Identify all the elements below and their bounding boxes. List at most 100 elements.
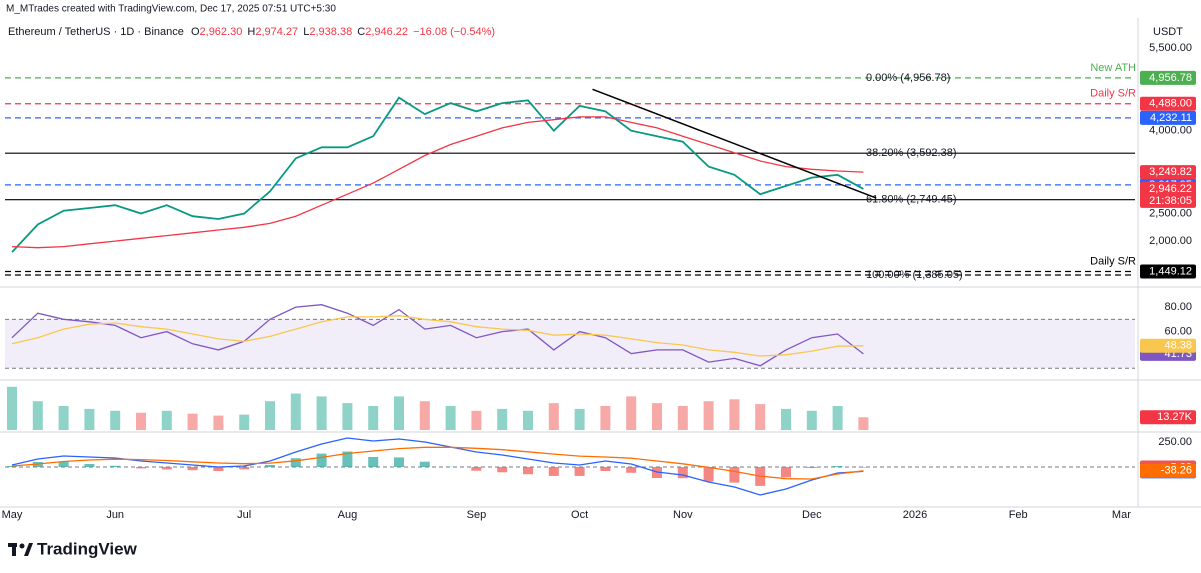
x-tick-label: Oct xyxy=(571,509,588,521)
series-line xyxy=(11,304,864,367)
ohlc-label: O xyxy=(191,26,200,38)
histogram-bar xyxy=(213,467,224,471)
volume-bar xyxy=(574,408,585,430)
ohlc-value: 2,974.27 xyxy=(255,26,298,38)
rsi-band xyxy=(5,319,1135,369)
price-badge-label: 4,232.11 xyxy=(1150,112,1192,124)
fib-label: 0.00% (4,956.78) xyxy=(866,72,950,84)
histogram-bar xyxy=(626,467,637,473)
histogram-bar xyxy=(290,458,301,467)
ohlc-value: 2,946.22 xyxy=(365,26,408,38)
fib-label: 61.80% (2,749.45) xyxy=(866,194,957,206)
histogram-bar xyxy=(703,467,714,482)
histogram-bar xyxy=(729,467,740,483)
histogram-bar xyxy=(781,467,791,478)
brand-logo: TradingView xyxy=(8,539,138,558)
ohlc-value: 2,938.38 xyxy=(309,26,352,38)
volume-bar xyxy=(368,406,379,430)
brand-name: TradingView xyxy=(37,539,138,558)
volume-bar xyxy=(84,408,95,430)
histogram-bar xyxy=(832,466,843,467)
symbol: Ethereum / TetherUS · 1D · Binance xyxy=(8,26,184,38)
fib-label: 100.00% (1,385.05) xyxy=(866,269,963,281)
histogram-bar xyxy=(136,467,146,469)
x-tick-label: Sep xyxy=(467,509,487,521)
y-tick-label: 2,500.00 xyxy=(1149,207,1192,219)
volume-bar xyxy=(32,401,43,430)
price-badge-label: -38.26 xyxy=(1161,465,1192,477)
y-tick-label: 4,000.00 xyxy=(1149,125,1192,137)
histogram-bar xyxy=(58,461,69,467)
change: −16.08 (−0.54%) xyxy=(413,26,495,38)
volume-bar xyxy=(136,412,146,430)
price-badge-label: 3,249.82 xyxy=(1149,166,1192,178)
y-tick-label: 60.00 xyxy=(1164,325,1192,337)
price-badge-label: 48.38 xyxy=(1164,340,1192,352)
histogram-bar xyxy=(342,451,353,467)
series-line xyxy=(11,446,864,480)
histogram-bar xyxy=(806,467,817,468)
histogram-bar xyxy=(471,467,482,471)
last-price-badge xyxy=(1140,181,1196,208)
volume-bar xyxy=(755,404,766,430)
x-tick-label: Jul xyxy=(237,509,251,521)
series-line xyxy=(11,116,864,249)
volume-bar xyxy=(781,408,791,430)
volume-bar xyxy=(832,406,843,430)
volume-bar xyxy=(342,403,353,430)
histogram-bar xyxy=(497,467,508,473)
volume-bar xyxy=(110,410,121,430)
volume-bar xyxy=(161,410,172,430)
x-tick-label: Feb xyxy=(1009,509,1028,521)
histogram-bar xyxy=(161,467,172,470)
volume-bar xyxy=(652,403,662,430)
volume-bar xyxy=(523,410,533,430)
histogram-bar xyxy=(368,457,379,467)
price-badge xyxy=(1140,410,1196,425)
ohlc-value: 2,962.30 xyxy=(200,26,243,38)
volume-bar xyxy=(187,413,198,430)
histogram-bar xyxy=(677,467,688,479)
histogram-bar xyxy=(265,464,275,467)
y-tick-label: 2,000.00 xyxy=(1149,235,1192,247)
last-price-label: 2,946.22 xyxy=(1149,183,1192,195)
price-badge-label: 13.27K xyxy=(1157,411,1193,423)
histogram-bar xyxy=(600,467,611,471)
volume-bar xyxy=(239,414,250,430)
level-note: New ATH xyxy=(1090,62,1136,74)
histogram-bar xyxy=(187,467,198,471)
volume-bar xyxy=(729,399,740,430)
histogram-bar xyxy=(548,467,559,476)
price-badge-label: 4,488.00 xyxy=(1149,98,1192,110)
ohlc-label: C xyxy=(357,26,365,38)
volume-bar xyxy=(316,396,327,430)
volume-bar xyxy=(600,406,611,430)
histogram-bar xyxy=(110,465,121,467)
series-line xyxy=(11,96,864,253)
histogram-bar xyxy=(84,464,95,467)
price-badge xyxy=(1140,70,1196,85)
attribution: M_MTrades created with TradingView.com, … xyxy=(6,4,336,15)
logo-shape xyxy=(19,543,25,549)
x-tick-label: Jun xyxy=(106,509,124,521)
y-tick-label: 250.00 xyxy=(1158,436,1192,448)
legend: Ethereum / TetherUS · 1D · Binance O2,96… xyxy=(8,26,495,38)
histogram-bar xyxy=(523,467,533,475)
price-badge xyxy=(1140,264,1196,279)
x-tick-label: May xyxy=(2,509,23,521)
price-badge xyxy=(1140,110,1196,125)
volume-bar xyxy=(290,393,301,430)
volume-bar xyxy=(548,403,559,430)
volume-bar xyxy=(445,406,456,430)
x-tick-label: Aug xyxy=(338,509,358,521)
volume-bar xyxy=(58,406,69,430)
histogram-bar xyxy=(858,467,869,468)
level-note: Daily S/R xyxy=(1090,88,1136,100)
ohlc-label: H xyxy=(247,26,255,38)
series-line xyxy=(11,315,864,357)
volume-bar xyxy=(677,406,688,430)
volume-bar xyxy=(265,401,275,430)
volume-bar xyxy=(858,417,869,430)
x-tick-label: Mar xyxy=(1112,509,1131,521)
